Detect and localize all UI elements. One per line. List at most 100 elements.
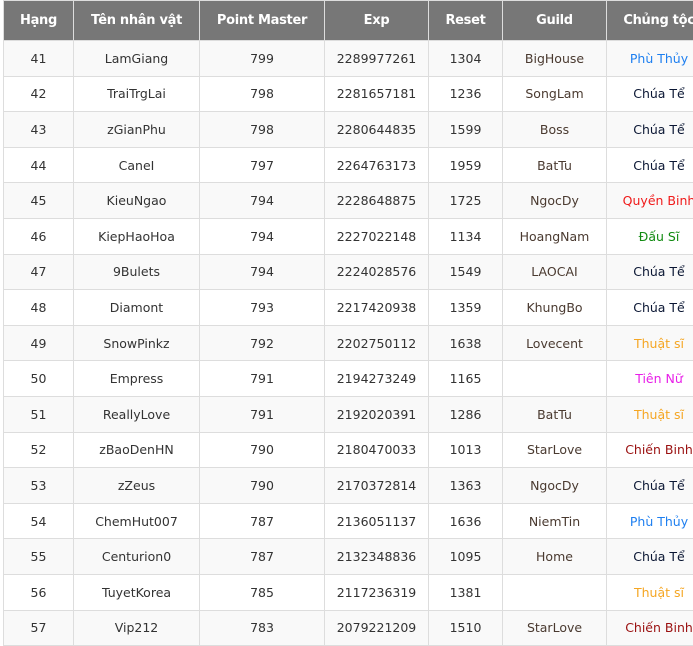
character-name-cell[interactable]: Empress	[74, 361, 200, 397]
guild-cell[interactable]: HoangNam	[503, 218, 607, 254]
reset-cell: 1134	[429, 218, 503, 254]
character-name-cell[interactable]: TuyetKorea	[74, 574, 200, 610]
reset-cell: 1304	[429, 41, 503, 77]
point-master-cell: 783	[200, 610, 325, 646]
exp-cell: 2194273249	[325, 361, 429, 397]
rank-cell: 51	[4, 396, 74, 432]
character-name-cell[interactable]: Diamont	[74, 290, 200, 326]
class-cell: Chúa Tể	[607, 290, 693, 326]
guild-cell[interactable]: BatTu	[503, 396, 607, 432]
exp-cell: 2224028576	[325, 254, 429, 290]
reset-cell: 1599	[429, 112, 503, 148]
character-name-cell[interactable]: ReallyLove	[74, 396, 200, 432]
reset-cell: 1286	[429, 396, 503, 432]
guild-cell[interactable]	[503, 361, 607, 397]
rank-cell: 46	[4, 218, 74, 254]
character-name-cell[interactable]: zGianPhu	[74, 112, 200, 148]
guild-cell[interactable]: NiemTin	[503, 503, 607, 539]
guild-cell[interactable]: Home	[503, 539, 607, 575]
exp-cell: 2117236319	[325, 574, 429, 610]
header-reset[interactable]: Reset	[429, 1, 503, 41]
character-name-cell[interactable]: KieuNgao	[74, 183, 200, 219]
guild-cell[interactable]: NgocDy	[503, 183, 607, 219]
character-name-cell[interactable]: TraiTrgLai	[74, 76, 200, 112]
guild-cell[interactable]	[503, 574, 607, 610]
character-name-cell[interactable]: Vip212	[74, 610, 200, 646]
class-cell: Chúa Tể	[607, 112, 693, 148]
guild-cell[interactable]: NgocDy	[503, 468, 607, 504]
character-name-cell[interactable]: KiepHaoHoa	[74, 218, 200, 254]
class-cell: Đấu Sĩ	[607, 218, 693, 254]
rank-cell: 56	[4, 574, 74, 610]
class-cell: Chúa Tể	[607, 468, 693, 504]
exp-cell: 2180470033	[325, 432, 429, 468]
class-cell: Thuật sĩ	[607, 325, 693, 361]
character-name-cell[interactable]: 9Bulets	[74, 254, 200, 290]
guild-cell[interactable]: Boss	[503, 112, 607, 148]
point-master-cell: 791	[200, 361, 325, 397]
rank-cell: 52	[4, 432, 74, 468]
guild-cell[interactable]: KhungBo	[503, 290, 607, 326]
guild-cell[interactable]: StarLove	[503, 610, 607, 646]
header-name[interactable]: Tên nhân vật	[74, 1, 200, 41]
point-master-cell: 790	[200, 432, 325, 468]
point-master-cell: 794	[200, 218, 325, 254]
reset-cell: 1013	[429, 432, 503, 468]
rank-cell: 57	[4, 610, 74, 646]
header-point-master[interactable]: Point Master	[200, 1, 325, 41]
rank-cell: 41	[4, 41, 74, 77]
character-name-cell[interactable]: zZeus	[74, 468, 200, 504]
header-exp[interactable]: Exp	[325, 1, 429, 41]
reset-cell: 1638	[429, 325, 503, 361]
point-master-cell: 794	[200, 254, 325, 290]
rank-cell: 55	[4, 539, 74, 575]
guild-cell[interactable]: Lovecent	[503, 325, 607, 361]
character-name-cell[interactable]: ChemHut007	[74, 503, 200, 539]
exp-cell: 2170372814	[325, 468, 429, 504]
guild-cell[interactable]: LAOCAI	[503, 254, 607, 290]
guild-cell[interactable]: SongLam	[503, 76, 607, 112]
guild-cell[interactable]: BigHouse	[503, 41, 607, 77]
point-master-cell: 787	[200, 503, 325, 539]
class-cell: Thuật sĩ	[607, 396, 693, 432]
character-name-cell[interactable]: SnowPinkz	[74, 325, 200, 361]
character-name-cell[interactable]: LamGiang	[74, 41, 200, 77]
header-class[interactable]: Chủng tộc	[607, 1, 693, 41]
character-name-cell[interactable]: Centurion0	[74, 539, 200, 575]
header-guild[interactable]: Guild	[503, 1, 607, 41]
point-master-cell: 791	[200, 396, 325, 432]
reset-cell: 1725	[429, 183, 503, 219]
header-rank[interactable]: Hạng	[4, 1, 74, 41]
guild-cell[interactable]: StarLove	[503, 432, 607, 468]
character-name-cell[interactable]: CaneI	[74, 147, 200, 183]
rank-cell: 45	[4, 183, 74, 219]
class-cell: Chúa Tể	[607, 539, 693, 575]
guild-cell[interactable]: BatTu	[503, 147, 607, 183]
rank-cell: 42	[4, 76, 74, 112]
exp-cell: 2289977261	[325, 41, 429, 77]
exp-cell: 2132348836	[325, 539, 429, 575]
point-master-cell: 790	[200, 468, 325, 504]
class-cell: Phù Thủy	[607, 503, 693, 539]
point-master-cell: 799	[200, 41, 325, 77]
exp-cell: 2280644835	[325, 112, 429, 148]
rank-cell: 47	[4, 254, 74, 290]
reset-cell: 1095	[429, 539, 503, 575]
character-name-cell[interactable]: zBaoDenHN	[74, 432, 200, 468]
exp-cell: 2227022148	[325, 218, 429, 254]
